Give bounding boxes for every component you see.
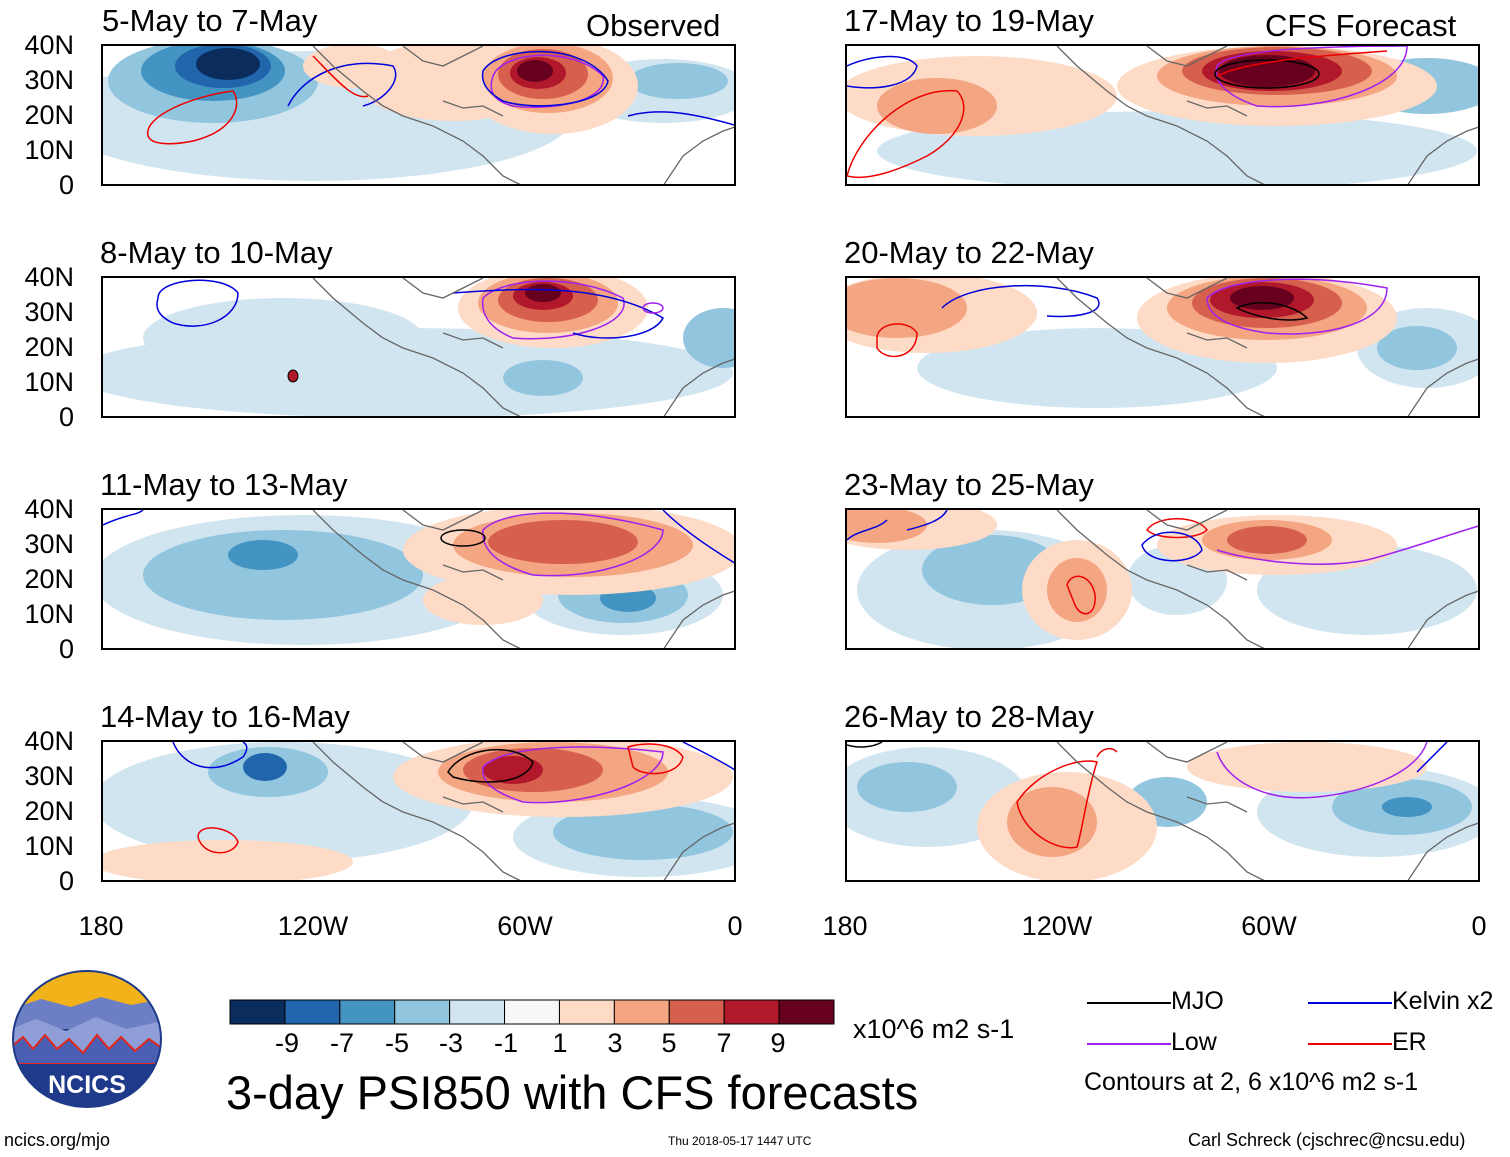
footer-timestamp: Thu 2018-05-17 1447 UTC (668, 1134, 812, 1148)
logo-text: NCICS (48, 1071, 126, 1099)
legend-kelvin-label: Kelvin x2 (1392, 987, 1494, 1015)
map-panel-fcst-1 (845, 44, 1480, 186)
colorbar-swatch (668, 999, 725, 1025)
panel-title-obs-2: 8-May to 10-May (100, 235, 333, 270)
legend-er-label: ER (1392, 1028, 1427, 1056)
map-panel-fcst-4 (845, 740, 1480, 882)
colorbar-swatch (229, 999, 286, 1025)
main-title: 3-day PSI850 with CFS forecasts (226, 1066, 919, 1119)
legend-kelvin-line (1308, 1002, 1392, 1004)
map-panel-obs-3 (101, 508, 736, 650)
panel-title-obs-3: 11-May to 13-May (100, 467, 348, 502)
footer-author: Carl Schreck (cjschrec@ncsu.edu) (1188, 1130, 1466, 1150)
colorbar-swatch (504, 999, 560, 1025)
legend-low-label: Low (1171, 1028, 1217, 1056)
colorbar-swatches (229, 999, 835, 1025)
map-panel-fcst-3 (845, 508, 1480, 650)
observed-label: Observed (586, 8, 721, 43)
colorbar-swatch (284, 999, 341, 1025)
map-panel-obs-4 (101, 740, 736, 882)
map-panel-fcst-2 (845, 276, 1480, 418)
colorbar-swatch (778, 999, 835, 1025)
colorbar-swatch (394, 999, 451, 1025)
footer-site-link[interactable]: ncics.org/mjo (4, 1130, 111, 1150)
colorbar-units: x10^6 m2 s-1 (853, 1014, 1015, 1044)
colorbar-swatch (723, 999, 780, 1025)
cfs-forecast-label: CFS Forecast (1265, 8, 1457, 43)
legend-mjo-label: MJO (1171, 987, 1224, 1015)
colorbar (229, 999, 835, 1030)
legend-low-line (1087, 1043, 1171, 1045)
panel-title-obs-1: 5-May to 7-May (102, 3, 318, 38)
panel-title-fcst-3: 23-May to 25-May (844, 467, 1094, 502)
panel-title-fcst-4: 26-May to 28-May (844, 699, 1094, 734)
panel-title-obs-4: 14-May to 16-May (100, 699, 350, 734)
map-panel-obs-1 (101, 44, 736, 186)
legend-note: Contours at 2, 6 x10^6 m2 s-1 (1084, 1068, 1419, 1096)
colorbar-swatch (449, 999, 506, 1025)
legend-er-line (1308, 1043, 1392, 1045)
colorbar-swatch (339, 999, 396, 1025)
map-panel-obs-2 (101, 276, 736, 418)
panel-title-fcst-1: 17-May to 19-May (844, 3, 1094, 38)
colorbar-swatch (558, 999, 615, 1025)
legend-mjo-line (1087, 1002, 1171, 1004)
panel-title-fcst-2: 20-May to 22-May (844, 235, 1094, 270)
colorbar-swatch (613, 999, 670, 1025)
ncics-logo: NCICS (11, 969, 163, 1109)
